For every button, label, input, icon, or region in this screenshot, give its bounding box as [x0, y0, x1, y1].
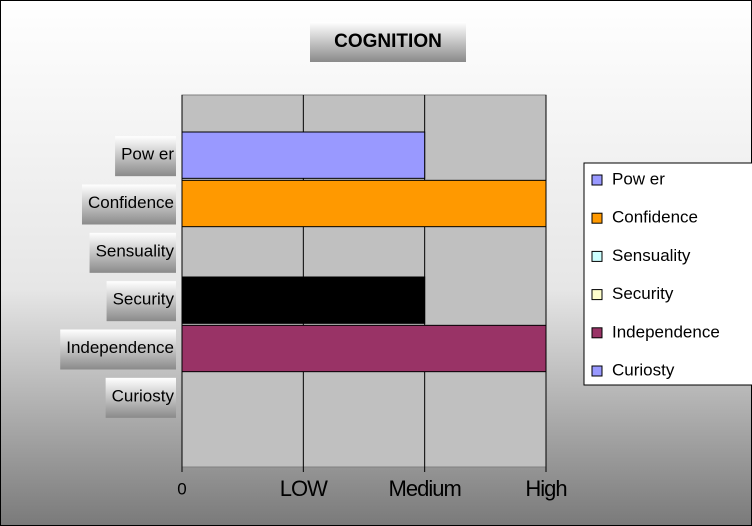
y-tick-label: Sensuality: [96, 241, 175, 260]
legend-label: Confidence: [612, 208, 698, 227]
bar: [181, 276, 426, 324]
legend-label: Curiosty: [612, 360, 675, 379]
title-box: [310, 22, 466, 62]
label-box: [81, 184, 176, 225]
y-tick-label: Confidence: [88, 193, 174, 212]
bar: [181, 131, 426, 179]
legend: [583, 162, 752, 386]
legend-swatch: [591, 365, 603, 377]
bar: [181, 179, 547, 228]
label-box: [89, 232, 176, 273]
legend-swatch: [591, 289, 603, 301]
y-tick-label: Curiosty: [112, 386, 175, 405]
label-box: [105, 377, 176, 418]
x-tick-label: Medium: [389, 476, 461, 501]
y-tick-label: Independence: [66, 338, 174, 357]
legend-swatch: [591, 327, 603, 339]
label-box: [106, 281, 176, 322]
chart-title: COGNITION: [334, 31, 442, 52]
legend-swatch: [591, 174, 603, 186]
legend-label: Sensuality: [612, 246, 691, 265]
label-box: [115, 136, 176, 177]
legend-swatch: [591, 250, 603, 262]
legend-label: Independence: [612, 322, 720, 341]
bar: [181, 324, 547, 373]
x-tick-label: LOW: [280, 476, 328, 501]
y-tick-label: Pow er: [121, 145, 174, 164]
y-tick-label: Security: [113, 290, 175, 309]
label-box: [60, 329, 176, 370]
x-tick-label: High: [525, 476, 566, 501]
legend-swatch: [591, 212, 603, 224]
legend-label: Security: [612, 284, 674, 303]
legend-label: Pow er: [612, 169, 665, 188]
x-tick-label: 0: [177, 479, 186, 498]
